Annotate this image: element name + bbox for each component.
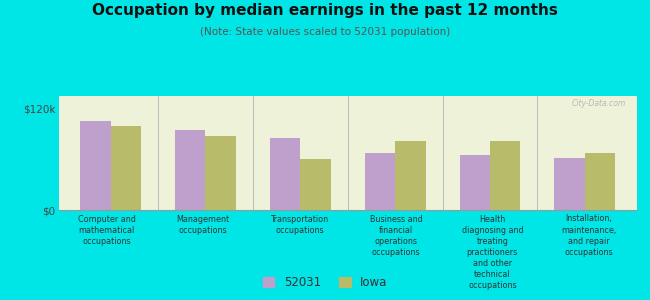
Bar: [81, 121, 110, 210]
Bar: [175, 130, 205, 210]
Text: Health
diagnosing and
treating
practitioners
and other
technical
occupations: Health diagnosing and treating practitio…: [462, 214, 523, 290]
Bar: [490, 141, 521, 210]
Bar: [554, 158, 585, 210]
Bar: [205, 136, 236, 210]
Text: Installation,
maintenance,
and repair
occupations: Installation, maintenance, and repair oc…: [561, 214, 616, 257]
Bar: [395, 141, 426, 210]
Text: Business and
financial
operations
occupations: Business and financial operations occupa…: [370, 214, 422, 257]
Text: City-Data.com: City-Data.com: [571, 99, 625, 108]
Text: Occupation by median earnings in the past 12 months: Occupation by median earnings in the pas…: [92, 3, 558, 18]
Text: Computer and
mathematical
occupations: Computer and mathematical occupations: [78, 214, 136, 246]
Bar: [585, 153, 615, 210]
Bar: [111, 126, 141, 210]
Text: Management
occupations: Management occupations: [177, 214, 229, 235]
Text: (Note: State values scaled to 52031 population): (Note: State values scaled to 52031 popu…: [200, 27, 450, 37]
Bar: [300, 159, 331, 210]
Bar: [460, 155, 490, 210]
Text: Transportation
occupations: Transportation occupations: [270, 214, 329, 235]
Legend: 52031, Iowa: 52031, Iowa: [258, 272, 392, 294]
Bar: [270, 138, 300, 210]
Bar: [365, 153, 395, 210]
